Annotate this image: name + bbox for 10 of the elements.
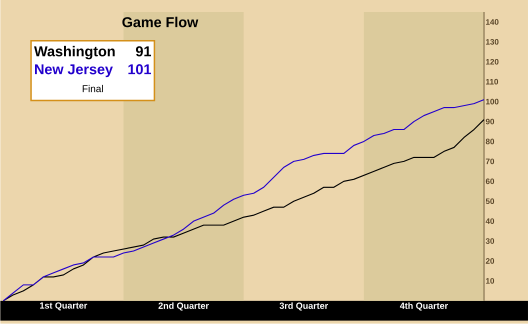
x-tick-label: 1st Quarter — [40, 302, 88, 310]
annotation: 101 — [128, 64, 152, 74]
text: New Jersey — [35, 64, 113, 78]
text: Washington — [34, 46, 115, 60]
chart-title: Game Flow — [122, 16, 198, 28]
x-tick-label: 3rd Quarter — [280, 302, 328, 311]
annotation: 91 — [136, 46, 152, 56]
x-tick-label: 4th Quarter — [400, 302, 448, 311]
annotation: Final — [82, 84, 103, 92]
x-tick-label: 2nd Quarter — [158, 302, 209, 311]
